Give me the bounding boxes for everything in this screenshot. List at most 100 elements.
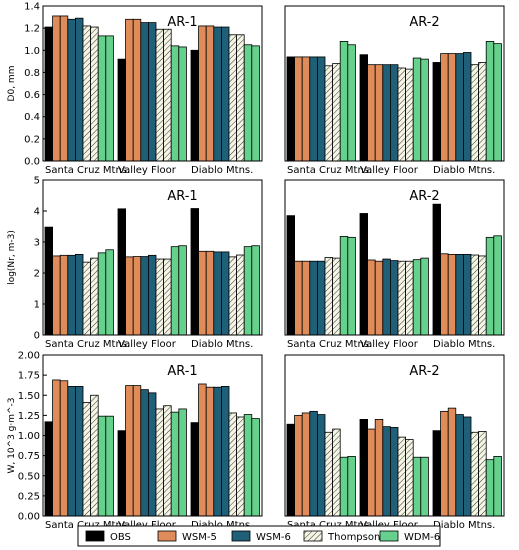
bar-thompson xyxy=(163,28,172,162)
bar-thompson xyxy=(405,439,414,517)
x-tick-label: Diablo Mtns. xyxy=(191,165,253,176)
bar-wsm-6 xyxy=(75,17,84,162)
bar-wsm-6 xyxy=(382,426,391,517)
bar-thompson xyxy=(332,428,341,517)
bar-thompson xyxy=(236,254,245,336)
bar-wsm-5 xyxy=(440,253,449,336)
bar-obs xyxy=(190,208,199,336)
legend-swatch xyxy=(85,530,105,542)
bar-wsm-5 xyxy=(367,259,376,336)
bar-wsm-6 xyxy=(75,253,84,336)
legend-label: OBS xyxy=(110,532,131,543)
bar-thompson xyxy=(324,431,333,517)
bar-thompson xyxy=(228,256,237,336)
bar-wdm-6 xyxy=(97,252,107,336)
bar-wsm-6 xyxy=(455,53,464,162)
bar-obs xyxy=(286,56,295,162)
bar-wsm-6 xyxy=(462,52,472,162)
legend-label: Thompson xyxy=(327,532,380,543)
bar-wsm-6 xyxy=(67,385,76,517)
bar-wsm-6 xyxy=(389,64,399,162)
bar-wsm-6 xyxy=(309,56,318,162)
bar-thompson xyxy=(163,405,172,517)
bar-wsm-5 xyxy=(59,15,69,162)
legend-item-thompson: Thompson xyxy=(303,530,380,543)
bar-wdm-6 xyxy=(178,46,187,162)
bar-wdm-6 xyxy=(339,236,349,336)
bar-obs xyxy=(117,58,126,162)
bar-wsm-5 xyxy=(59,380,69,517)
panel-title: AR-2 xyxy=(409,15,439,30)
y-tick-label: 2.00 xyxy=(18,351,40,362)
y-tick-label: 0.0 xyxy=(24,157,40,168)
plot-frame xyxy=(42,354,263,517)
bar-wdm-6 xyxy=(420,257,429,336)
bar-wsm-6 xyxy=(140,256,149,336)
panel-2: Santa Cruz Mtns.Valley Floor Diablo Mtns.… xyxy=(284,5,505,176)
bar-wsm-5 xyxy=(198,25,207,162)
legend: OBS WSM-5 WSM-6 Thompson WDM-6 xyxy=(77,525,441,547)
legend-swatch xyxy=(157,530,177,542)
bar-thompson xyxy=(155,258,164,336)
bar-thompson xyxy=(332,257,341,336)
bar-thompson xyxy=(332,63,341,162)
plot-frame xyxy=(42,5,263,162)
bar-wdm-6 xyxy=(251,45,260,162)
bar-wdm-6 xyxy=(420,456,429,517)
bar-wsm-5 xyxy=(205,250,215,336)
bar-wdm-6 xyxy=(178,245,187,336)
bar-wsm-6 xyxy=(316,56,326,162)
bar-wsm-5 xyxy=(367,64,376,162)
y-tick-label: 0.00 xyxy=(18,512,40,523)
legend-item-obs: OBS xyxy=(85,530,131,543)
y-tick-label: 1.75 xyxy=(18,371,40,382)
legend-item-wsm-5: WSM-5 xyxy=(157,530,217,543)
y-axis-label: D0, mm xyxy=(7,66,17,102)
bar-wdm-6 xyxy=(251,245,260,336)
x-tick-label: Santa Cruz Mtns. xyxy=(45,165,130,176)
y-tick-label: 1.0 xyxy=(24,46,40,57)
plot-frame xyxy=(284,5,505,162)
bar-wsm-6 xyxy=(309,260,318,336)
x-tick-label: Diablo Mtns. xyxy=(433,520,495,531)
y-tick-label: 1.50 xyxy=(18,391,40,402)
bar-thompson xyxy=(228,412,237,517)
x-tick-label: Diablo Mtns. xyxy=(191,339,253,350)
bar-wdm-6 xyxy=(412,456,422,517)
bar-wdm-6 xyxy=(243,44,253,162)
legend-swatch xyxy=(379,530,399,542)
bar-wsm-6 xyxy=(389,260,399,336)
bar-thompson xyxy=(228,34,237,162)
bar-wsm-5 xyxy=(440,53,449,162)
bar-thompson xyxy=(470,431,479,517)
bar-wdm-6 xyxy=(178,408,187,517)
bar-obs xyxy=(359,54,368,162)
y-tick-label: 1.25 xyxy=(18,411,40,422)
bar-wsm-6 xyxy=(147,22,157,162)
bar-wdm-6 xyxy=(493,43,502,162)
y-tick-label: 0.6 xyxy=(24,90,40,101)
plot-frame xyxy=(284,179,505,336)
bar-wsm-5 xyxy=(125,385,134,517)
bar-thompson xyxy=(82,261,91,336)
bar-wsm-6 xyxy=(140,22,149,162)
plot-frame xyxy=(42,179,263,336)
y-axis-label: W, 10^3 g·m^-3 xyxy=(7,397,17,473)
panel-title: AR-1 xyxy=(167,189,197,204)
y-tick-label: 0.4 xyxy=(24,112,40,123)
bar-wdm-6 xyxy=(251,418,260,517)
bar-wsm-6 xyxy=(220,251,230,336)
bar-obs xyxy=(44,421,53,517)
bar-obs xyxy=(432,62,441,162)
bar-thompson xyxy=(163,258,172,336)
bar-obs xyxy=(432,430,441,517)
y-tick-label: 1.2 xyxy=(24,24,40,35)
bar-thompson xyxy=(90,26,99,162)
bar-obs xyxy=(44,26,53,162)
y-tick-label: 0.2 xyxy=(24,134,40,145)
panel-title: AR-2 xyxy=(409,364,439,379)
bar-wsm-5 xyxy=(294,414,303,517)
bar-wdm-6 xyxy=(485,236,495,336)
bar-wdm-6 xyxy=(170,246,180,336)
y-tick-label: 1 xyxy=(34,300,40,311)
